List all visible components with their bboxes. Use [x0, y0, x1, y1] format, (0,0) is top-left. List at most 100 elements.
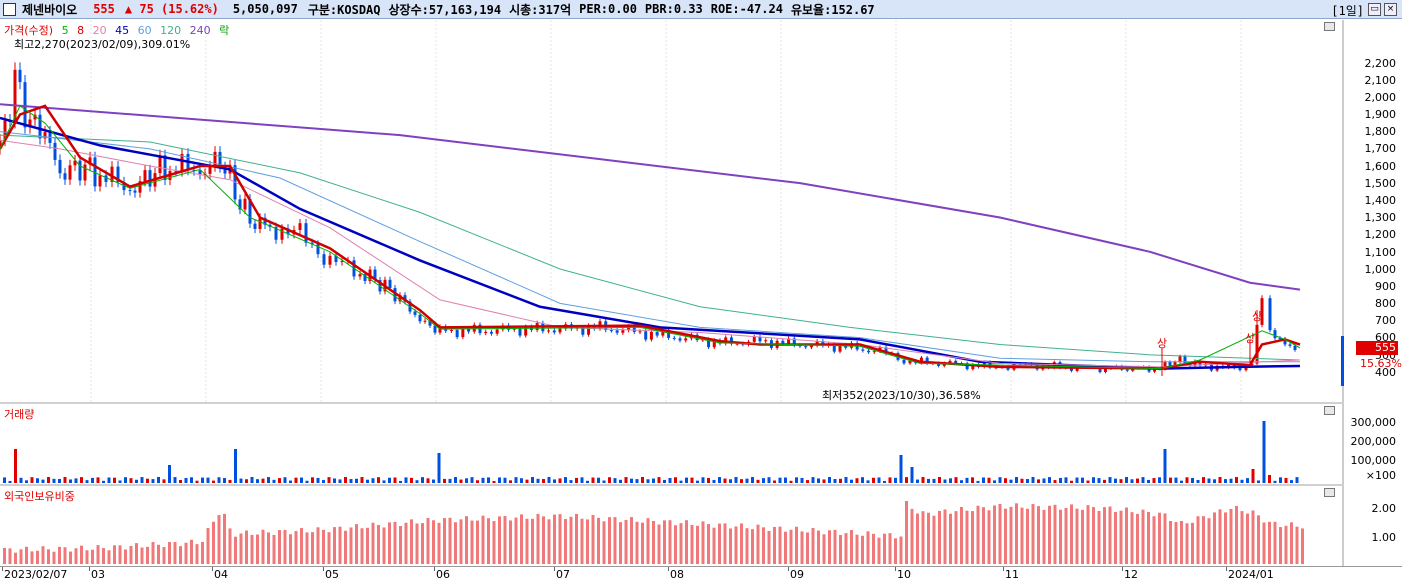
- candle-body: [752, 337, 756, 342]
- foreign-ratio-bar: [3, 547, 6, 564]
- volume-bar: [685, 477, 688, 483]
- volume-bar: [575, 477, 578, 483]
- last-pct-label: 15.63%: [1360, 357, 1402, 370]
- right-axis: 2,200 2,100 2,000 1,900 1,800 1,700 1,600 1,500…: [1344, 20, 1402, 566]
- per-label: PER:0.00: [579, 2, 637, 16]
- candle-body: [872, 351, 876, 353]
- volume-bar: [1136, 478, 1139, 483]
- price-axis-tick: 700: [1375, 314, 1396, 327]
- volume-bar: [674, 477, 677, 483]
- foreign-ratio-bar: [91, 549, 94, 564]
- volume-bar: [300, 477, 303, 483]
- volume-bar: [850, 479, 853, 483]
- foreign-ratio-bar: [569, 516, 573, 564]
- foreign-ratio-bar: [1081, 509, 1084, 564]
- foreign-ratio-bar: [1064, 507, 1068, 564]
- candle-body: [518, 328, 522, 336]
- x-axis-tick-mark: [212, 567, 213, 571]
- volume-bar: [311, 477, 314, 483]
- foreign-ratio-bar: [745, 528, 749, 564]
- volume-bar: [1042, 478, 1046, 483]
- foreign-ratio-bar: [256, 534, 259, 564]
- price-axis-tick: 1,200: [1364, 228, 1397, 241]
- volume-bar: [278, 478, 281, 483]
- volume-axis-tick: 100,000: [1350, 454, 1397, 467]
- volume-bar: [190, 477, 193, 483]
- window-menu-icon[interactable]: [3, 2, 16, 16]
- minimize-button[interactable]: ▭: [1368, 3, 1381, 16]
- volume-bar: [14, 449, 17, 483]
- volume-bar: [1191, 478, 1194, 483]
- foreign-ratio-bar: [602, 521, 606, 564]
- pane-divider[interactable]: [0, 402, 1402, 404]
- volume-bar: [586, 480, 589, 483]
- foreign-ratio-bar: [960, 507, 963, 564]
- pane-maximize-icon[interactable]: [1324, 22, 1335, 31]
- volume-bar: [619, 479, 622, 483]
- candle-body: [93, 157, 97, 187]
- volume-bar: [916, 479, 919, 483]
- volume-bar: [910, 467, 914, 483]
- candle-body: [621, 330, 625, 333]
- volume-bar: [410, 477, 413, 483]
- foreign-ratio-bar: [652, 520, 655, 564]
- volume-bar: [421, 477, 424, 483]
- foreign-ratio-bar: [1196, 516, 1200, 564]
- foreign-pane-icon[interactable]: [1324, 488, 1335, 497]
- volume-bar: [811, 477, 815, 483]
- pane-divider-2[interactable]: [0, 484, 1402, 486]
- foreign-ratio-bar: [272, 534, 276, 564]
- period-selector[interactable]: [1일]: [1331, 4, 1364, 18]
- foreign-ratio-bar: [1070, 504, 1073, 564]
- volume-pane-icon[interactable]: [1324, 406, 1335, 415]
- foreign-ratio-bar: [206, 528, 210, 564]
- foreign-ratio-bar: [789, 529, 793, 564]
- volume-bar: [1158, 477, 1161, 483]
- foreign-ratio-bar: [443, 518, 446, 564]
- legend-ma20: 20: [92, 24, 107, 37]
- candle-body: [832, 344, 836, 352]
- volume-bar: [1108, 477, 1112, 483]
- ma5-line: [0, 105, 1301, 370]
- legend-ma8: 8: [77, 24, 85, 37]
- legend-price: 가격(수정): [4, 24, 54, 37]
- x-axis-tick-mark: [788, 567, 789, 571]
- foreign-ratio-bar: [998, 503, 1002, 564]
- candle-body: [461, 328, 465, 338]
- foreign-ratio-bar: [1037, 506, 1040, 564]
- volume-bar: [751, 477, 754, 483]
- price-chart[interactable]: 상 상상: [0, 20, 1344, 402]
- volume-bar: [542, 479, 545, 483]
- foreign-ratio-bar: [382, 527, 386, 564]
- foreign-ratio-bar: [245, 530, 248, 564]
- price-axis-tick: 1,100: [1364, 246, 1397, 259]
- foreign-ratio-bar: [899, 536, 903, 564]
- candle-body: [661, 329, 665, 336]
- volume-chart[interactable]: [0, 404, 1344, 484]
- foreign-ratio-bar: [778, 526, 782, 564]
- candle-body: [310, 242, 314, 245]
- volume-bar: [52, 478, 56, 483]
- candle-body: [274, 226, 278, 240]
- foreign-ratio-bar: [1180, 521, 1183, 564]
- volume-bar: [448, 478, 452, 483]
- volume-bar: [25, 480, 28, 483]
- volume-bar: [833, 479, 837, 483]
- volume-bar: [146, 478, 149, 483]
- foreign-ratio-bar: [597, 517, 600, 564]
- candle-body: [78, 160, 82, 181]
- foreign-title: 외국인보유비중: [4, 490, 75, 503]
- foreign-ratio-bar: [366, 527, 369, 564]
- foreign-ratio-bar: [971, 511, 974, 564]
- foreign-ratio-bar: [102, 548, 105, 564]
- volume-bar: [569, 480, 573, 483]
- foreign-ratio-bar: [19, 549, 23, 564]
- volume-bar: [1059, 477, 1062, 483]
- foreign-ratio-bar: [619, 522, 622, 564]
- foreign-ratio-bar: [547, 519, 551, 564]
- volume-bar: [371, 478, 375, 483]
- volume-bar: [250, 477, 254, 483]
- candle-body: [198, 170, 202, 175]
- close-button[interactable]: ×: [1384, 3, 1397, 16]
- foreign-ratio-chart[interactable]: [0, 486, 1344, 566]
